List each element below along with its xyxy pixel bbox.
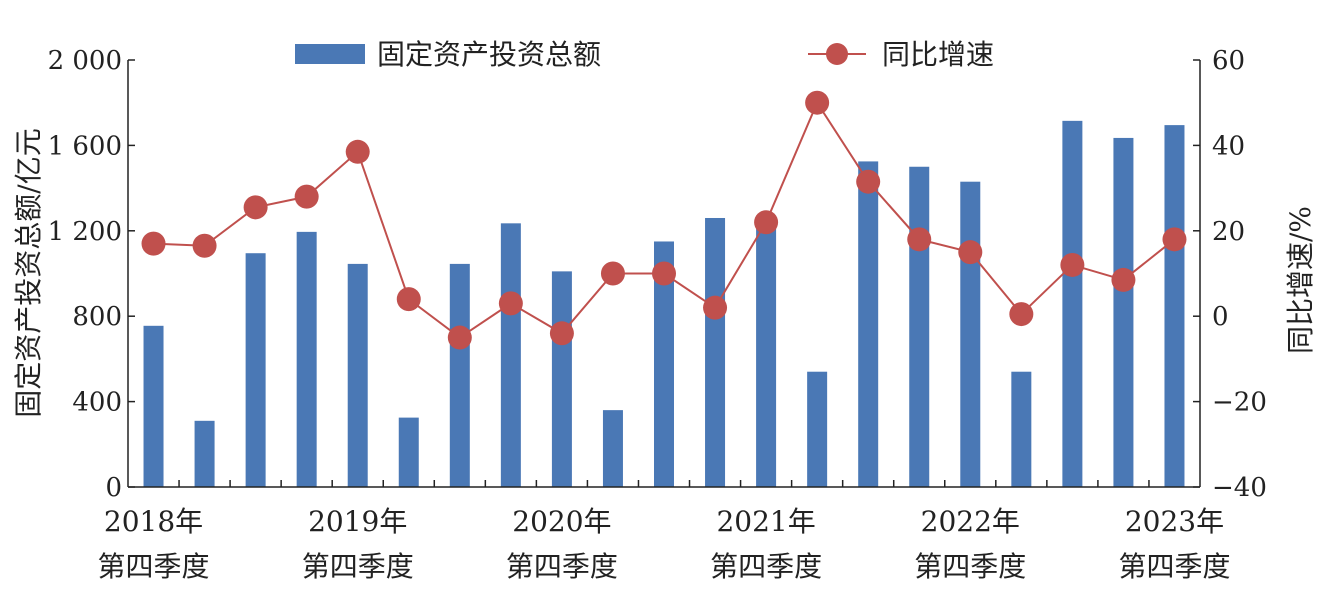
- left-tick-label: 0: [105, 473, 122, 503]
- bar: [1062, 120, 1083, 487]
- bar: [194, 420, 215, 487]
- growth-point: [447, 325, 472, 350]
- bar: [347, 263, 368, 487]
- left-tick-label: 800: [72, 302, 122, 332]
- growth-point: [1111, 267, 1136, 292]
- x-tick-label-year: 2021年: [716, 505, 815, 538]
- growth-point: [754, 210, 779, 235]
- line-series: [141, 90, 1187, 350]
- left-tick-label: 1 600: [48, 131, 122, 161]
- x-tick-label-year: 2023年: [1125, 505, 1224, 538]
- bar: [500, 223, 521, 487]
- growth-point: [600, 261, 625, 286]
- right-tick-label: 0: [1212, 302, 1229, 332]
- x-tick-label-quarter: 第四季度: [914, 550, 1026, 583]
- growth-point: [652, 261, 676, 286]
- bar-series: [143, 120, 1185, 488]
- growth-point: [396, 287, 421, 312]
- bar: [1164, 125, 1185, 488]
- x-tick-label-year: 2019年: [308, 505, 407, 538]
- bar: [705, 217, 726, 488]
- growth-point: [345, 139, 370, 164]
- growth-point: [192, 233, 217, 258]
- left-tick-label: 2 000: [48, 46, 122, 76]
- bar: [756, 217, 777, 488]
- bar: [296, 231, 317, 487]
- growth-point: [549, 321, 574, 346]
- bar: [909, 166, 930, 487]
- growth-point: [141, 231, 166, 256]
- bar: [551, 271, 572, 487]
- bar: [245, 253, 266, 487]
- legend-line-marker: [826, 43, 848, 65]
- growth-point: [1009, 302, 1034, 327]
- right-axis-title: 同比增速/%: [1284, 206, 1317, 354]
- right-tick-label: 40: [1212, 131, 1245, 161]
- legend-bar-swatch: [295, 44, 365, 64]
- right-tick-label: −40: [1212, 473, 1267, 503]
- x-tick-label-year: 2022年: [921, 505, 1020, 538]
- growth-point: [1162, 227, 1187, 252]
- x-tick-label-quarter: 第四季度: [710, 550, 822, 583]
- axes: [127, 60, 1201, 488]
- bar: [602, 410, 623, 487]
- right-tick-label: 60: [1212, 46, 1245, 76]
- bar: [654, 241, 674, 487]
- x-tick-label-year: 2018年: [104, 505, 203, 538]
- bar: [449, 263, 470, 487]
- bar: [1011, 371, 1032, 487]
- right-axis-ticks: −40 −20 0 20 40 60: [1193, 46, 1267, 503]
- growth-point: [294, 184, 319, 209]
- x-tick-label-quarter: 第四季度: [302, 550, 414, 583]
- growth-point: [703, 295, 728, 320]
- legend-bar-label: 固定资产投资总额: [377, 38, 601, 71]
- growth-point: [1060, 252, 1085, 277]
- bar: [398, 417, 419, 487]
- x-tick-label-quarter: 第四季度: [1118, 550, 1230, 583]
- bar: [858, 161, 879, 487]
- legend-line-label: 同比增速: [882, 38, 994, 71]
- bar: [960, 181, 981, 487]
- x-tick-label-quarter: 第四季度: [506, 550, 618, 583]
- right-tick-label: −20: [1212, 388, 1267, 418]
- growth-point: [243, 195, 268, 220]
- growth-point: [805, 90, 830, 115]
- left-axis-ticks: 0 400 800 1 200 1 600 2 000: [48, 46, 135, 503]
- left-tick-label: 1 200: [48, 217, 122, 247]
- legend: 固定资产投资总额 同比增速: [295, 38, 994, 71]
- x-tick-label-year: 2020年: [512, 505, 611, 538]
- left-axis-title: 固定资产投资总额/亿元: [12, 128, 45, 417]
- growth-point: [907, 227, 932, 252]
- left-tick-label: 400: [72, 388, 122, 418]
- bar: [1113, 137, 1134, 488]
- growth-point: [498, 291, 523, 316]
- bar: [807, 371, 828, 487]
- growth-point: [958, 240, 983, 265]
- growth-point: [856, 169, 881, 194]
- right-tick-label: 20: [1212, 217, 1245, 247]
- x-tick-label-quarter: 第四季度: [98, 550, 210, 583]
- bar: [143, 325, 164, 487]
